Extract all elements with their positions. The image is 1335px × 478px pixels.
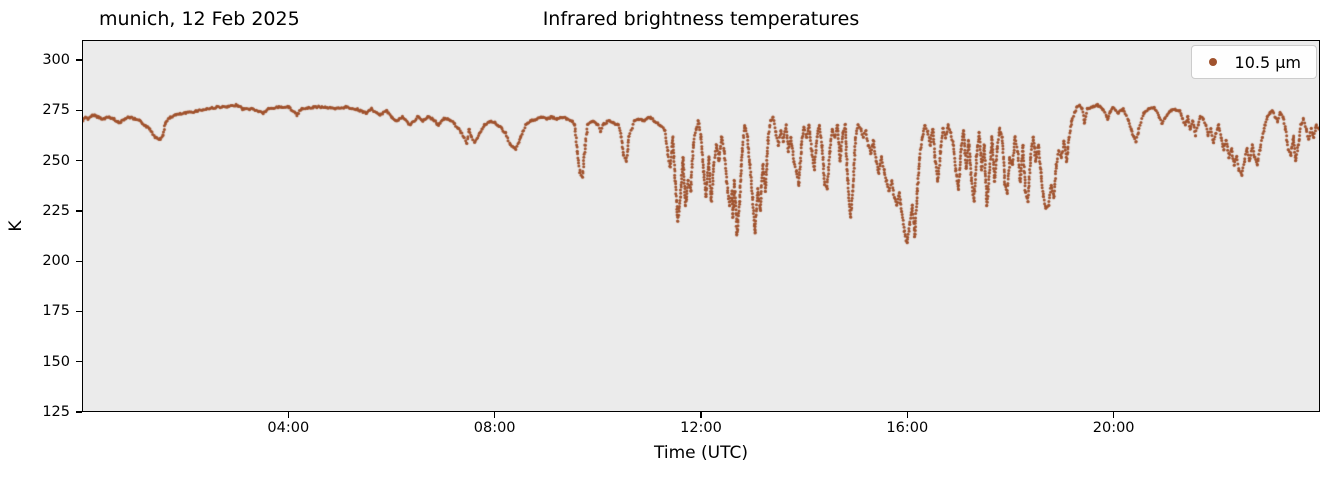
- plot-canvas: [83, 41, 1319, 411]
- station-date-label: munich, 12 Feb 2025: [99, 8, 300, 30]
- x-tick-mark: [700, 412, 702, 418]
- legend: 10.5 μm: [1190, 45, 1317, 79]
- x-tick-mark: [287, 412, 289, 418]
- y-tick-mark: [76, 310, 82, 313]
- y-tick-mark: [76, 411, 82, 413]
- legend-marker-icon: [1208, 58, 1217, 66]
- y-tick-mark: [76, 361, 82, 363]
- y-tick-mark: [76, 260, 82, 262]
- plot-area: 10.5 μm: [82, 40, 1320, 412]
- legend-label: 10.5 μm: [1234, 52, 1301, 72]
- x-tick-mark: [1113, 412, 1115, 418]
- y-tick-label: 175: [42, 303, 70, 320]
- y-tick-label: 200: [42, 253, 70, 270]
- x-tick-label: 08:00: [473, 420, 516, 436]
- y-tick-label: 150: [42, 353, 70, 370]
- x-tick-mark: [494, 412, 496, 418]
- x-tick-label: 04:00: [267, 420, 310, 436]
- y-tick-label: 300: [42, 52, 70, 69]
- y-tick-mark: [76, 109, 82, 112]
- x-tick-label: 12:00: [680, 420, 722, 436]
- y-tick-mark: [76, 59, 82, 61]
- y-tick-label: 125: [42, 404, 70, 420]
- x-axis-label: Time (UTC): [654, 443, 748, 463]
- y-tick-mark: [76, 210, 82, 212]
- y-tick-label: 275: [42, 102, 70, 119]
- y-tick-mark: [76, 159, 82, 162]
- chart-title: Infrared brightness temperatures: [542, 8, 860, 30]
- x-tick-mark: [906, 412, 908, 418]
- y-tick-label: 225: [42, 202, 70, 219]
- x-tick-label: 20:00: [1092, 420, 1135, 436]
- y-tick-label: 250: [42, 152, 70, 169]
- x-tick-label: 16:00: [886, 420, 929, 436]
